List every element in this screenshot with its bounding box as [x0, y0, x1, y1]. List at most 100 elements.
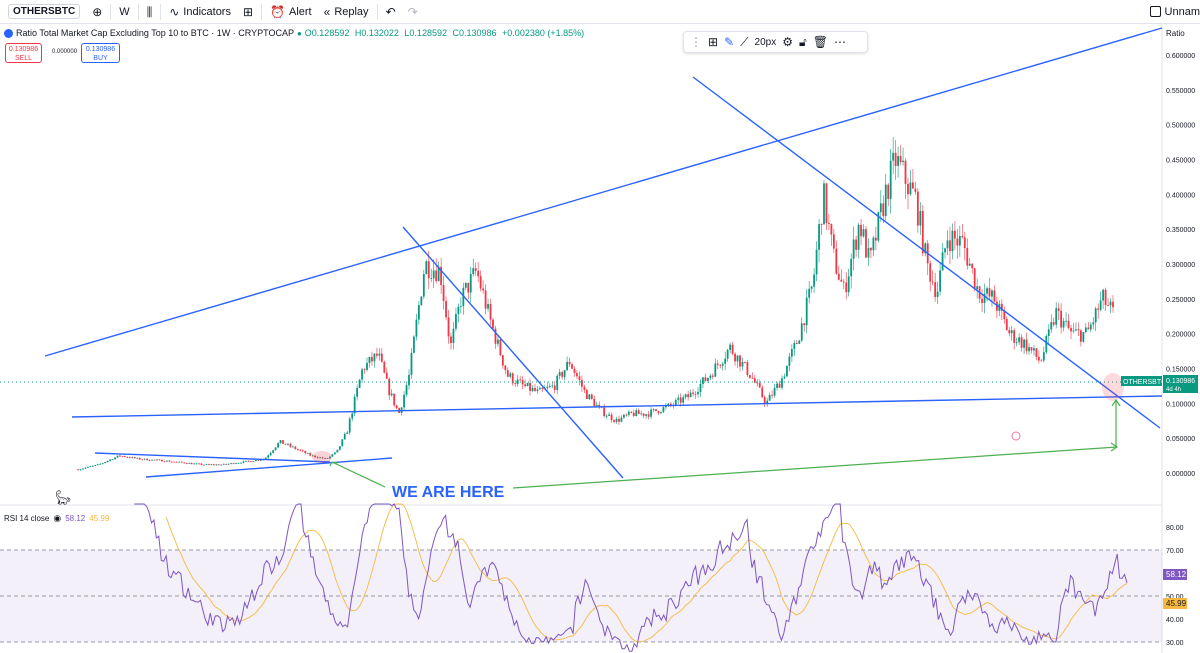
candle-body	[934, 282, 937, 297]
candle-body	[84, 467, 87, 469]
templates-icon[interactable]: ⊞	[708, 35, 719, 49]
candle-body	[692, 392, 694, 394]
candle-body	[1045, 335, 1048, 353]
candle-body	[825, 183, 828, 223]
candle-body	[111, 459, 114, 461]
upper-trendline[interactable]	[44, 27, 1163, 357]
toolbar-divider	[160, 3, 162, 20]
eye-icon[interactable]: ◉	[53, 513, 62, 523]
settings-icon[interactable]: ⚙	[782, 35, 793, 49]
lower-wedge-trendline[interactable]	[145, 457, 393, 478]
candle-body	[336, 449, 339, 453]
candle-body	[1042, 352, 1045, 361]
candle-body	[561, 372, 564, 377]
candle-body	[546, 386, 549, 389]
chart-type-button[interactable]: ⫼	[141, 0, 159, 24]
sell-button[interactable]: 0.130986 SELL	[5, 43, 42, 63]
candle-body	[684, 394, 687, 398]
compare-button[interactable]: ⊕	[86, 0, 108, 24]
alarm-clock-icon: ⏰	[270, 4, 285, 19]
candle-body	[326, 458, 329, 459]
candle-body	[99, 463, 102, 465]
candle-body	[729, 344, 732, 350]
candle-body	[299, 449, 302, 451]
candle-body	[704, 377, 707, 381]
candle-body	[921, 210, 924, 254]
descending-trendline[interactable]	[692, 76, 1161, 429]
candle-body	[264, 457, 267, 460]
toolbar-divider	[261, 3, 263, 20]
candle-body	[435, 270, 438, 282]
candle-body	[1052, 322, 1055, 325]
candle-body	[316, 457, 319, 458]
candle-body	[282, 440, 284, 444]
templates-button[interactable]: ⊞	[237, 0, 259, 24]
redo-button[interactable]: ↷	[402, 0, 424, 24]
candle-body	[89, 466, 92, 468]
candle-body	[301, 450, 304, 452]
compare-icon: ⊕	[92, 4, 103, 19]
line-width-icon[interactable]: ⟋	[740, 35, 749, 49]
annotation-arrow-line[interactable]	[331, 461, 386, 488]
candle-body	[615, 418, 618, 422]
candle-body	[904, 160, 907, 184]
wedge-resistance-line[interactable]	[94, 452, 331, 463]
candle-body	[543, 388, 546, 389]
candle-body	[766, 400, 769, 404]
candle-body	[487, 304, 489, 309]
replay-button[interactable]: « Replay	[318, 0, 375, 24]
symbol-search[interactable]: OTHERSBTC	[0, 0, 86, 24]
candle-body	[247, 460, 250, 462]
candle-body	[425, 261, 428, 275]
buy-button[interactable]: 0.130986 BUY	[81, 43, 120, 63]
price-tick-label: 0.350000	[1166, 227, 1195, 234]
lock-icon[interactable]: 🔓︎	[798, 35, 807, 49]
candle-body	[245, 460, 247, 462]
candle-body	[390, 393, 393, 396]
candle-body	[450, 336, 452, 344]
candle-body	[296, 449, 299, 450]
candle-body	[462, 287, 465, 307]
candle-body	[403, 394, 405, 408]
candle-body	[119, 455, 121, 457]
undo-button[interactable]: ↶	[380, 0, 402, 24]
support-trendline[interactable]	[71, 395, 1163, 418]
candle-body	[919, 210, 922, 226]
candle-body	[242, 461, 245, 463]
candle-body	[795, 342, 798, 344]
indicators-button[interactable]: ∿ Indicators	[163, 0, 237, 24]
candle-body	[183, 462, 186, 464]
candle-body	[741, 361, 744, 367]
sell-price: 0.130986	[8, 46, 39, 53]
candle-body	[642, 413, 645, 416]
rsi-ma-line	[165, 503, 1128, 643]
pencil-icon[interactable]: ✎	[724, 35, 735, 49]
candle-body	[625, 414, 628, 416]
interval-button[interactable]: W	[113, 0, 135, 24]
candle-body	[442, 285, 445, 301]
candle-body	[553, 385, 556, 390]
trash-icon[interactable]: 🗑︎	[812, 35, 828, 49]
candle-body	[1005, 319, 1008, 331]
series-title[interactable]: Ratio Total Market Cap Excluding Top 10 …	[16, 28, 294, 38]
layout-button[interactable]: Unnam	[1144, 0, 1200, 24]
more-icon[interactable]: ⋯	[834, 35, 846, 49]
candle-body	[1018, 337, 1021, 343]
target-arrow-line[interactable]	[512, 446, 1118, 489]
candle-body	[613, 420, 615, 422]
line-width-label[interactable]: 20px	[754, 36, 777, 48]
price-tick-label: 0.050000	[1166, 436, 1195, 443]
price-tick-label: 0.600000	[1166, 53, 1195, 60]
resistance-line-2021[interactable]	[402, 226, 624, 479]
candle-body	[146, 458, 149, 461]
rsi-ma-value-tag	[1163, 598, 1187, 609]
sell-label: SELL	[14, 55, 33, 62]
candle-body	[1087, 327, 1090, 330]
candle-body	[440, 266, 443, 286]
alert-button[interactable]: ⏰ Alert	[264, 0, 318, 24]
candle-body	[1075, 329, 1077, 331]
rsi-title[interactable]: RSI 14 close	[4, 513, 50, 523]
candle-body	[865, 229, 867, 258]
drag-handle-icon[interactable]: ⋮	[690, 35, 702, 49]
